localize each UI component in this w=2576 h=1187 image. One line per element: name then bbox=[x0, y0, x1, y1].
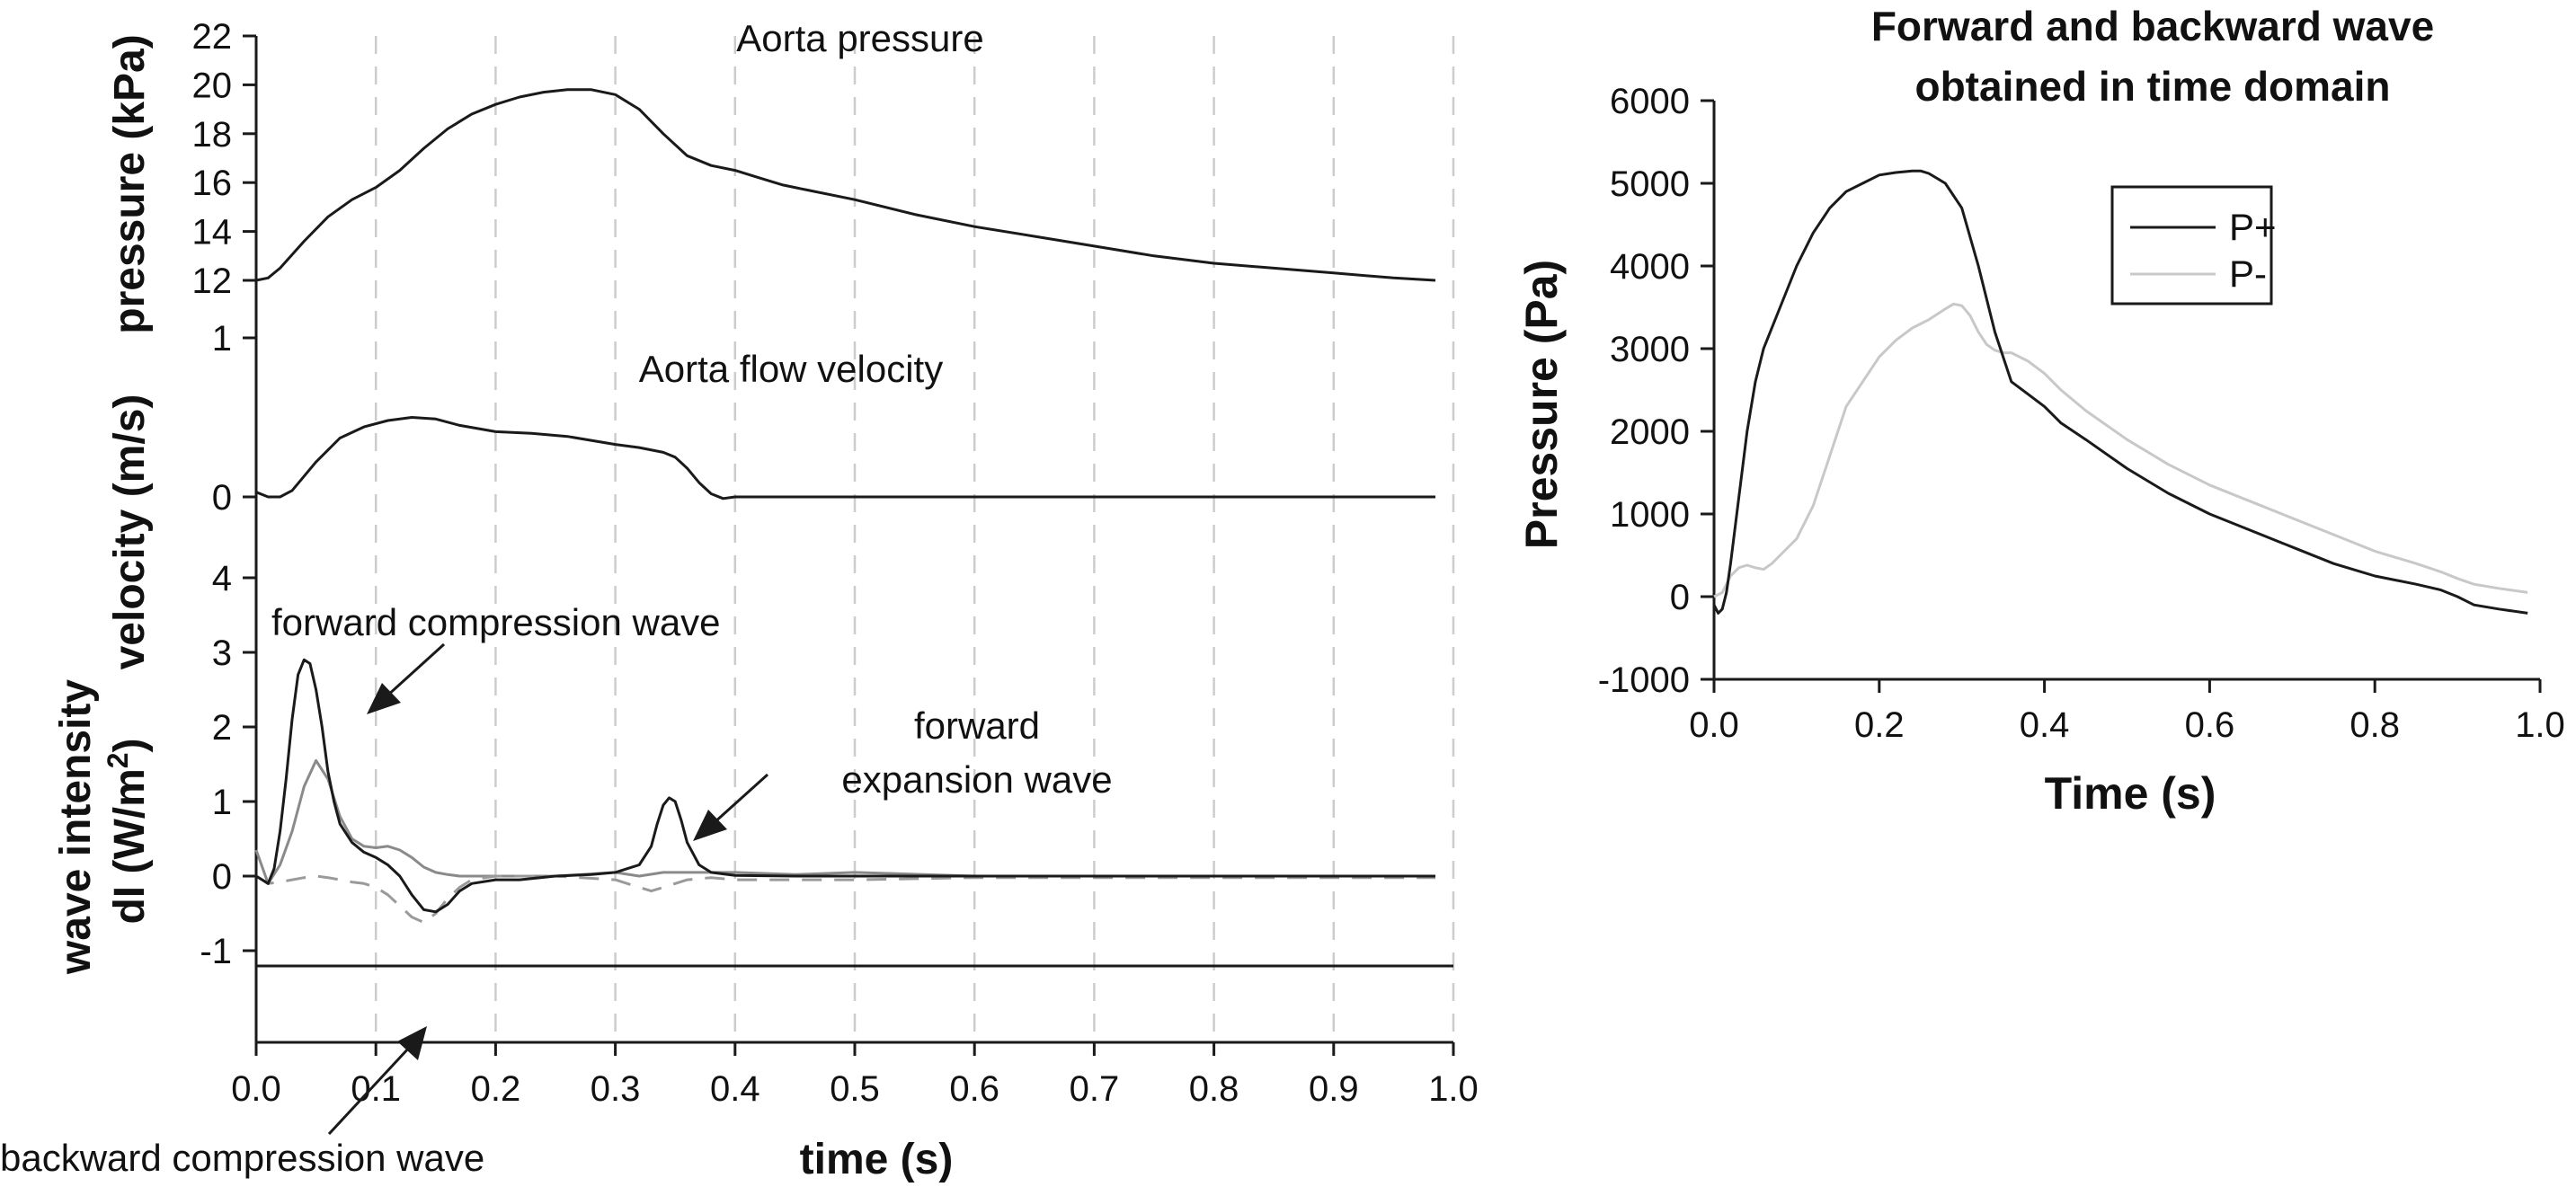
right-x-tick-label: 1.0 bbox=[2515, 705, 2565, 745]
pressure-tick-label: 16 bbox=[192, 164, 233, 203]
right-y-ticks: -1000 0 1000 2000 3000 4000 5000 6000 bbox=[1598, 82, 1714, 700]
legend: P+ P- bbox=[2110, 185, 2277, 306]
legend-label-p-minus: P- bbox=[2229, 252, 2267, 295]
legend-box bbox=[2110, 185, 2273, 306]
right-title-line2: obtained in time domain bbox=[1914, 63, 2390, 110]
left-series bbox=[254, 88, 1436, 924]
right-y-tick-label: 1000 bbox=[1610, 495, 1690, 535]
right-y-tick-label: 3000 bbox=[1610, 330, 1690, 369]
pressure-tick-label: 14 bbox=[192, 213, 233, 252]
velocity-axis-label: velocity (m/s) bbox=[106, 394, 154, 670]
pressure-axis-label: pressure (kPa) bbox=[106, 34, 154, 334]
legend-label-p-plus: P+ bbox=[2229, 206, 2277, 248]
left-x-tick-label: 0.8 bbox=[1189, 1069, 1239, 1109]
left-x-tick-label: 0.3 bbox=[591, 1069, 641, 1109]
right-y-tick-label: 0 bbox=[1670, 578, 1690, 617]
right-series bbox=[1712, 169, 2528, 615]
intensity-tick-label: 3 bbox=[212, 633, 232, 673]
left-x-tick-label: 0.0 bbox=[231, 1069, 281, 1109]
left-x-ticks: 0.0 0.1 0.2 0.3 0.4 0.5 0.6 0.7 0.8 0.9 1.0 bbox=[231, 1042, 1479, 1109]
intensity-backward-line bbox=[255, 874, 1435, 924]
pressure-tick-label: 20 bbox=[192, 66, 233, 105]
right-y-axis-label: Pressure (Pa) bbox=[1516, 260, 1567, 549]
right-x-tick-label: 0.6 bbox=[2185, 705, 2235, 745]
right-x-tick-label: 0.4 bbox=[2020, 705, 2070, 745]
fcw-annotation: forward compression wave bbox=[271, 601, 721, 643]
right-y-tick-label: 2000 bbox=[1610, 412, 1690, 452]
velocity-tick-label: 0 bbox=[212, 478, 232, 518]
right-x-tick-label: 0.0 bbox=[1689, 705, 1739, 745]
left-x-tick-label: 0.9 bbox=[1309, 1069, 1359, 1109]
intensity-label-suffix: ) bbox=[106, 738, 154, 752]
intensity-tick-label: 2 bbox=[212, 708, 232, 748]
intensity-net-line bbox=[255, 658, 1435, 914]
intensity-label-prefix: dI (W/m bbox=[106, 768, 154, 924]
left-x-tick-label: 0.5 bbox=[830, 1069, 880, 1109]
left-x-tick-label: 0.7 bbox=[1070, 1069, 1120, 1109]
few-annotation-line1: forward bbox=[914, 704, 1040, 747]
intensity-tick-label: -1 bbox=[200, 932, 232, 971]
left-x-tick-label: 1.0 bbox=[1428, 1069, 1479, 1109]
few-arrow bbox=[693, 773, 769, 841]
left-x-tick-label: 0.2 bbox=[471, 1069, 521, 1109]
right-title-line1: Forward and backward wave bbox=[1871, 3, 2434, 49]
bcw-annotation: backward compression wave bbox=[0, 1137, 484, 1179]
bcw-arrow bbox=[327, 1026, 427, 1136]
aorta-pressure-line bbox=[255, 88, 1436, 282]
right-x-tick-label: 0.2 bbox=[1854, 705, 1905, 745]
p-minus-line bbox=[1713, 302, 2528, 598]
right-x-axis-label: Time (s) bbox=[2045, 768, 2216, 819]
left-x-axis-label: time (s) bbox=[800, 1136, 954, 1183]
fcw-arrow bbox=[367, 642, 446, 714]
aorta-velocity-line bbox=[255, 416, 1435, 500]
left-gridlines bbox=[374, 36, 1455, 1042]
p-plus-line bbox=[1712, 169, 2528, 615]
aorta-velocity-label: Aorta flow velocity bbox=[639, 348, 943, 390]
intensity-axis-label-line1: wave intensity bbox=[52, 679, 100, 975]
velocity-tick-label: 1 bbox=[212, 319, 232, 359]
pressure-tick-label: 18 bbox=[192, 115, 233, 155]
right-y-tick-label: 6000 bbox=[1610, 82, 1690, 121]
intensity-forward-line bbox=[254, 758, 1435, 885]
intensity-tick-label: 4 bbox=[212, 559, 232, 598]
right-y-tick-label: 5000 bbox=[1610, 164, 1690, 204]
intensity-axis-label-line2: dI (W/m2) bbox=[102, 738, 154, 924]
few-annotation-line2: expansion wave bbox=[841, 758, 1112, 801]
right-x-tick-label: 0.8 bbox=[2349, 705, 2400, 745]
right-panel: Forward and backward wave obtained in ti… bbox=[1516, 3, 2565, 819]
left-x-tick-label: 0.4 bbox=[710, 1069, 760, 1109]
pressure-tick-label: 22 bbox=[192, 17, 233, 57]
right-x-ticks: 0.0 0.2 0.4 0.6 0.8 1.0 bbox=[1689, 679, 2565, 745]
intensity-tick-label: 1 bbox=[212, 783, 232, 822]
left-x-tick-label: 0.6 bbox=[949, 1069, 999, 1109]
intensity-tick-label: 0 bbox=[212, 857, 232, 897]
intensity-label-sup: 2 bbox=[102, 752, 134, 768]
right-y-tick-label: 4000 bbox=[1610, 247, 1690, 287]
right-y-tick-label: -1000 bbox=[1598, 660, 1690, 700]
aorta-pressure-label: Aorta pressure bbox=[736, 17, 983, 59]
pressure-tick-label: 12 bbox=[192, 261, 233, 301]
